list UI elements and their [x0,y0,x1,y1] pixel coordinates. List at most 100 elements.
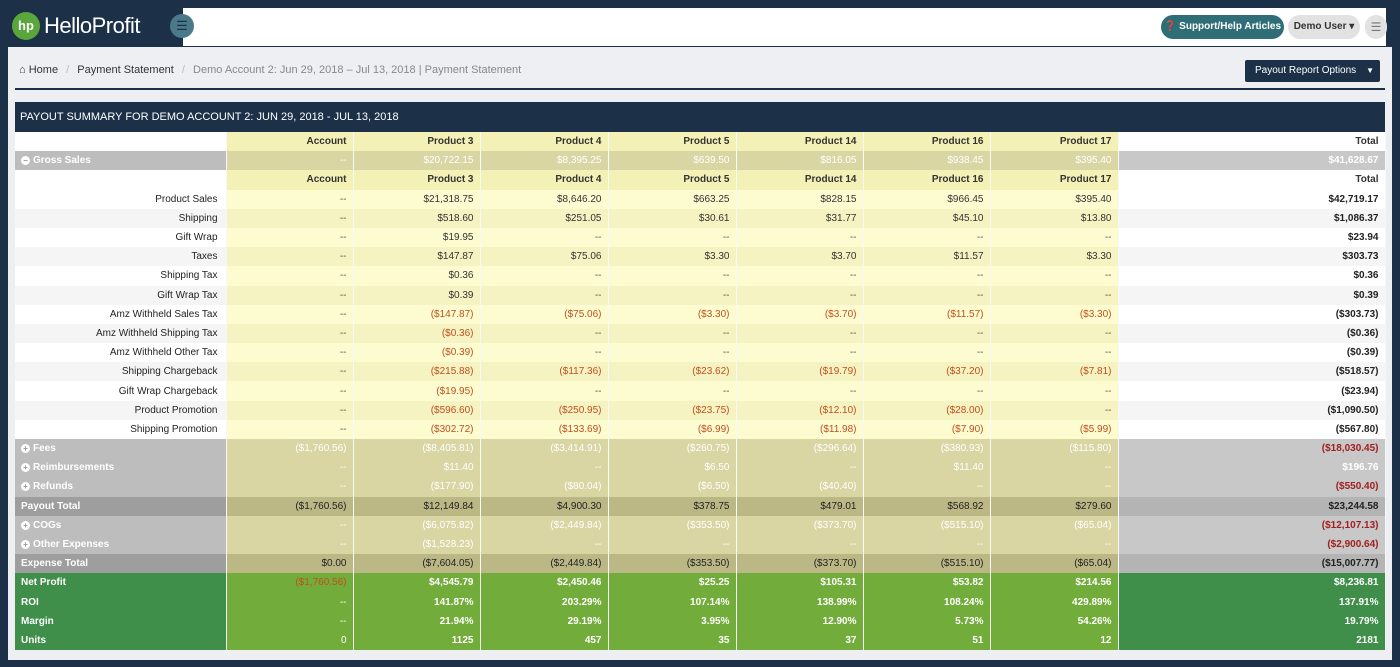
row-label: Payout Total [15,496,227,516]
value-cell: -- [480,381,609,401]
value-cell: ($1,528.23) [353,534,481,555]
expand-plus-icon[interactable]: + [21,540,30,550]
row-label: Shipping Chargeback [15,362,227,382]
value-cell: $147.87 [353,247,481,267]
row-label [15,170,227,190]
table-row: Shipping Tax -- $0.36 -- -- -- -- -- $0.36 [15,266,1386,286]
row-label-text: Gift Wrap Chargeback [118,385,218,397]
table-row: Gift Wrap Chargeback -- ($19.95) -- -- -- -- --… [15,381,1386,401]
value-cell: 108.24% [863,592,991,612]
expand-plus-icon[interactable]: + [21,463,30,473]
value-cell: ($5.99) [990,419,1119,439]
value-cell: ($3,414.91) [480,439,609,459]
expand-plus-icon[interactable]: + [21,520,30,530]
value-cell: -- [608,266,737,286]
table-row: + COGs -- ($6,075.82) ($2,449.84) ($353.50) ($… [15,515,1386,535]
table-row: Net Profit ($1,760.56) $4,545.79 $2,450.46 $… [15,573,1386,593]
payout-report-options-button[interactable]: Payout Report Options ▼ [1245,60,1380,82]
row-label[interactable]: + Refunds [15,477,227,497]
total-cell: $303.73 [1118,247,1386,267]
value-cell: $20,722.15 [353,151,481,171]
row-label-text: Gift Wrap Tax [157,289,218,301]
value-cell: -- [480,534,609,555]
row-label-text: Payout Total [21,500,81,512]
collapse-minus-icon[interactable]: − [21,156,30,166]
row-label[interactable]: + COGs [15,515,227,535]
header-label-cell [15,132,227,152]
table-row: + Other Expenses -- ($1,528.23) -- -- -- -- -- ($… [15,534,1386,555]
column-header-total: Total [1118,132,1386,152]
value-cell: ($515.10) [863,554,991,574]
row-label: Amz Withheld Sales Tax [15,304,227,324]
value-cell: -- [736,381,864,401]
value-cell: -- [863,534,991,555]
total-cell: $196.76 [1118,458,1386,478]
value-cell: ($37.20) [863,362,991,382]
value-cell: $31.77 [736,208,864,228]
value-cell: ($11.98) [736,419,864,439]
row-label-text: Shipping [178,212,218,224]
value-cell: -- [226,611,354,631]
value-cell: $105.31 [736,573,864,593]
total-cell: $1,086.37 [1118,208,1386,228]
total-cell: ($1,090.50) [1118,400,1386,420]
value-cell: $2,450.46 [480,573,609,593]
row-label-text: Net Profit [21,577,66,589]
value-cell: ($177.90) [353,477,481,497]
column-header: Product 14 [736,132,864,152]
row-label[interactable]: + Other Expenses [15,534,227,555]
table-row: Product Sales -- $21,318.75 $8,646.20 $663.2… [15,189,1386,209]
row-label-text: Refunds [33,481,73,493]
row-label-text: Margin [21,615,54,627]
value-cell: $251.05 [480,208,609,228]
row-label[interactable]: + Reimbursements [15,458,227,478]
expand-plus-icon[interactable]: + [21,444,30,454]
total-cell: ($18,030.45) [1118,439,1386,459]
row-label-text: Fees [33,443,56,455]
breadcrumb-home-link[interactable]: Home [28,64,59,76]
value-cell: ($302.72) [353,419,481,439]
value-cell: 107.14% [608,592,737,612]
value-cell: ($28.00) [863,400,991,420]
expand-plus-icon[interactable]: + [21,482,30,492]
value-cell: -- [226,592,354,612]
value-cell: ($353.50) [608,515,737,535]
row-label[interactable]: − Gross Sales [15,151,227,171]
menu-toggle-icon[interactable]: ☰ [170,14,194,38]
table-row: − Gross Sales -- $20,722.15 $8,395.25 $639.50… [15,151,1386,171]
value-cell: 29.19% [480,611,609,631]
total-cell: ($567.80) [1118,419,1386,439]
value-cell: -- [990,458,1119,478]
value-cell: -- [990,343,1119,363]
value-cell: $21,318.75 [353,189,481,209]
breadcrumb-payment-statement-link[interactable]: Payment Statement [77,64,174,76]
value-cell: ($19.95) [353,381,481,401]
support-help-button[interactable]: ❓ Support/Help Articles [1161,15,1284,39]
caret-down-icon: ▾ [1349,21,1355,32]
value-cell: Product 5 [608,170,737,190]
value-cell: ($373.70) [736,515,864,535]
value-cell: -- [736,534,864,555]
table-row: ROI -- 141.87% 203.29% 107.14% 138.99% 108.24%… [15,592,1386,612]
value-cell: ($3.30) [608,304,737,324]
breadcrumb-detail: Demo Account 2: Jun 29, 2018 – Jul 13, 2… [193,64,522,76]
value-cell: $30.61 [608,208,737,228]
value-cell: $13.80 [990,208,1119,228]
value-cell: -- [863,381,991,401]
value-cell: $11.57 [863,247,991,267]
row-label-text: Amz Withheld Other Tax [109,347,218,359]
value-cell: $938.45 [863,151,991,171]
value-cell: -- [736,343,864,363]
table-row: Product Promotion -- ($596.60) ($250.95) ($2… [15,400,1386,420]
column-header: Product 4 [480,132,609,152]
row-label-text: COGs [33,519,62,531]
value-cell: -- [226,266,354,286]
row-label-text: Shipping Chargeback [121,366,218,378]
hamburger-menu-button[interactable]: ☰ [1365,15,1387,39]
value-cell: 37 [736,630,864,651]
table-row: Expense Total $0.00 ($7,604.05) ($2,449.84)… [15,554,1386,574]
row-label[interactable]: + Fees [15,439,227,459]
value-cell: -- [226,477,354,497]
total-cell: ($0.39) [1118,343,1386,363]
user-menu-button[interactable]: Demo User ▾ [1288,15,1360,39]
